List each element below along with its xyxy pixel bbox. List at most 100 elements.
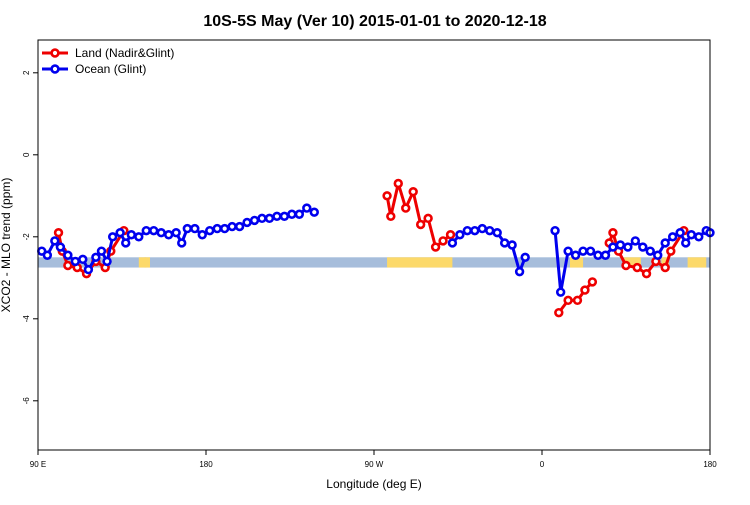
series-0-point-3-4 <box>632 262 642 273</box>
series-1-point-0-37 <box>294 209 305 219</box>
chart-title: 10S-5S May (Ver 10) 2015-01-01 to 2020-1… <box>203 13 546 30</box>
series-0-point-3-1 <box>608 228 618 238</box>
y-tick-label-2: -2 <box>22 233 31 241</box>
series-1-point-0-38 <box>302 203 312 213</box>
series-1-point-0-4 <box>63 250 73 260</box>
series-1-point-0-19 <box>163 230 174 240</box>
series-1-point-2-3 <box>570 250 581 260</box>
series-1-point-0-36 <box>287 209 297 219</box>
series-0-line-3 <box>607 229 686 276</box>
land-strip-segment-1 <box>144 257 150 268</box>
series-0-point-2-3 <box>580 285 590 295</box>
legend: Land (Nadir&Glint) Ocean (Glint) <box>42 46 174 76</box>
series-1-point-1-9 <box>514 266 525 277</box>
series-0-point-2-2 <box>572 295 583 306</box>
series-0-point-0-0 <box>53 228 64 238</box>
x-axis-label: Longitude (deg E) <box>326 477 421 491</box>
y-axis-label: XCO2 - MLO trend (ppm) <box>0 178 13 313</box>
series-1-point-2-8 <box>608 242 618 252</box>
series-1-point-0-22 <box>182 223 193 234</box>
x-tick-label-3: 0 <box>540 460 545 469</box>
series-1-point-0-28 <box>227 221 237 232</box>
legend-marker-0 <box>50 48 60 58</box>
series-1-point-0-1 <box>42 250 53 260</box>
series-1-point-0-10 <box>102 256 112 267</box>
y-tick-label-1: 0 <box>22 152 31 157</box>
series-1-point-0-14 <box>126 230 137 240</box>
series-1-point-1-5 <box>485 225 495 236</box>
series-1-point-1-6 <box>492 228 502 238</box>
series-1-point-2-9 <box>615 240 626 250</box>
series-1-point-0-11 <box>107 232 118 242</box>
x-tick-label-2: 90 W <box>365 460 384 469</box>
series-1-point-0-13 <box>121 238 131 248</box>
series-1-point-0-29 <box>234 221 245 232</box>
series-1-point-0-35 <box>279 211 290 222</box>
series-1-point-1-1 <box>455 230 465 240</box>
series-0-point-1-7 <box>430 242 441 252</box>
series-1-point-1-4 <box>477 223 487 234</box>
series-0-point-3-8 <box>666 246 676 256</box>
land-strip-segment-6 <box>687 257 707 268</box>
series-1-point-0-31 <box>249 215 260 226</box>
land-strip-segment-5 <box>661 257 669 268</box>
series-1-point-0-16 <box>141 225 151 236</box>
series-0-point-0-2 <box>63 260 73 271</box>
series-1-point-0-15 <box>134 232 144 242</box>
x-tick-label-1: 180 <box>199 460 213 469</box>
series-0-line-1 <box>385 182 452 249</box>
x-tick-label-4: 180 <box>703 460 717 469</box>
series-1-point-0-26 <box>212 223 222 234</box>
series-0-point-1-4 <box>408 187 418 197</box>
land-strip-segment-4 <box>624 257 641 268</box>
series-1-point-2-7 <box>600 250 611 260</box>
ocean-strip <box>38 257 710 268</box>
land-strip-segment-0 <box>138 257 147 268</box>
series-1-point-0-5 <box>70 256 81 267</box>
series-0-point-3-3 <box>621 260 631 271</box>
series-1-point-1-7 <box>499 238 510 248</box>
series-1-point-0-23 <box>190 223 200 234</box>
series-0-point-3-7 <box>660 262 670 273</box>
series-1-point-2-15 <box>660 238 670 248</box>
series-0-point-1-8 <box>438 236 448 246</box>
series-1-point-2-4 <box>578 246 588 256</box>
y-tick-label-3: -4 <box>22 315 31 323</box>
series-0-point-2-1 <box>563 295 573 306</box>
series-1-point-0-32 <box>257 213 267 224</box>
series-1-point-2-0 <box>550 225 560 236</box>
series-1-point-0-24 <box>197 230 207 240</box>
land-strip-segment-2 <box>387 257 453 268</box>
series-0-point-1-9 <box>445 230 456 240</box>
series-1-point-2-6 <box>593 250 603 260</box>
series-1-point-0-8 <box>91 252 101 262</box>
series-1-point-2-19 <box>686 230 697 240</box>
series-1-point-2-17 <box>675 228 685 238</box>
series-1-point-0-6 <box>78 254 88 265</box>
series-1-point-1-3 <box>470 225 480 236</box>
series-0-point-2-0 <box>554 307 564 318</box>
series-1-point-0-17 <box>149 225 159 236</box>
series-0-point-1-2 <box>393 178 403 189</box>
series-1-point-2-2 <box>563 246 573 256</box>
series-1-point-0-18 <box>156 228 166 238</box>
series-1-point-2-10 <box>623 242 633 252</box>
series-1-point-2-1 <box>555 287 566 297</box>
series-1-point-2-16 <box>667 232 678 242</box>
y-axis: 2 0 -2 -4 -6 <box>22 70 38 404</box>
series-0-point-1-1 <box>386 211 396 222</box>
x-tick-label-0: 90 E <box>30 460 46 469</box>
series-1-point-1-10 <box>520 252 530 262</box>
series-1-point-0-25 <box>205 225 215 236</box>
series-1-point-0-3 <box>55 242 66 252</box>
series-1-point-1-2 <box>462 225 473 236</box>
x-axis: 90 E 180 90 W 0 180 <box>30 450 717 469</box>
land-strip-segment-3 <box>570 257 584 268</box>
series-0-point-3-5 <box>641 269 652 279</box>
series-1-point-2-18 <box>681 238 691 248</box>
series-1 <box>37 203 715 297</box>
series-1-point-0-20 <box>171 228 181 238</box>
series-1-point-2-13 <box>645 246 655 256</box>
series-1-point-0-9 <box>96 246 107 256</box>
